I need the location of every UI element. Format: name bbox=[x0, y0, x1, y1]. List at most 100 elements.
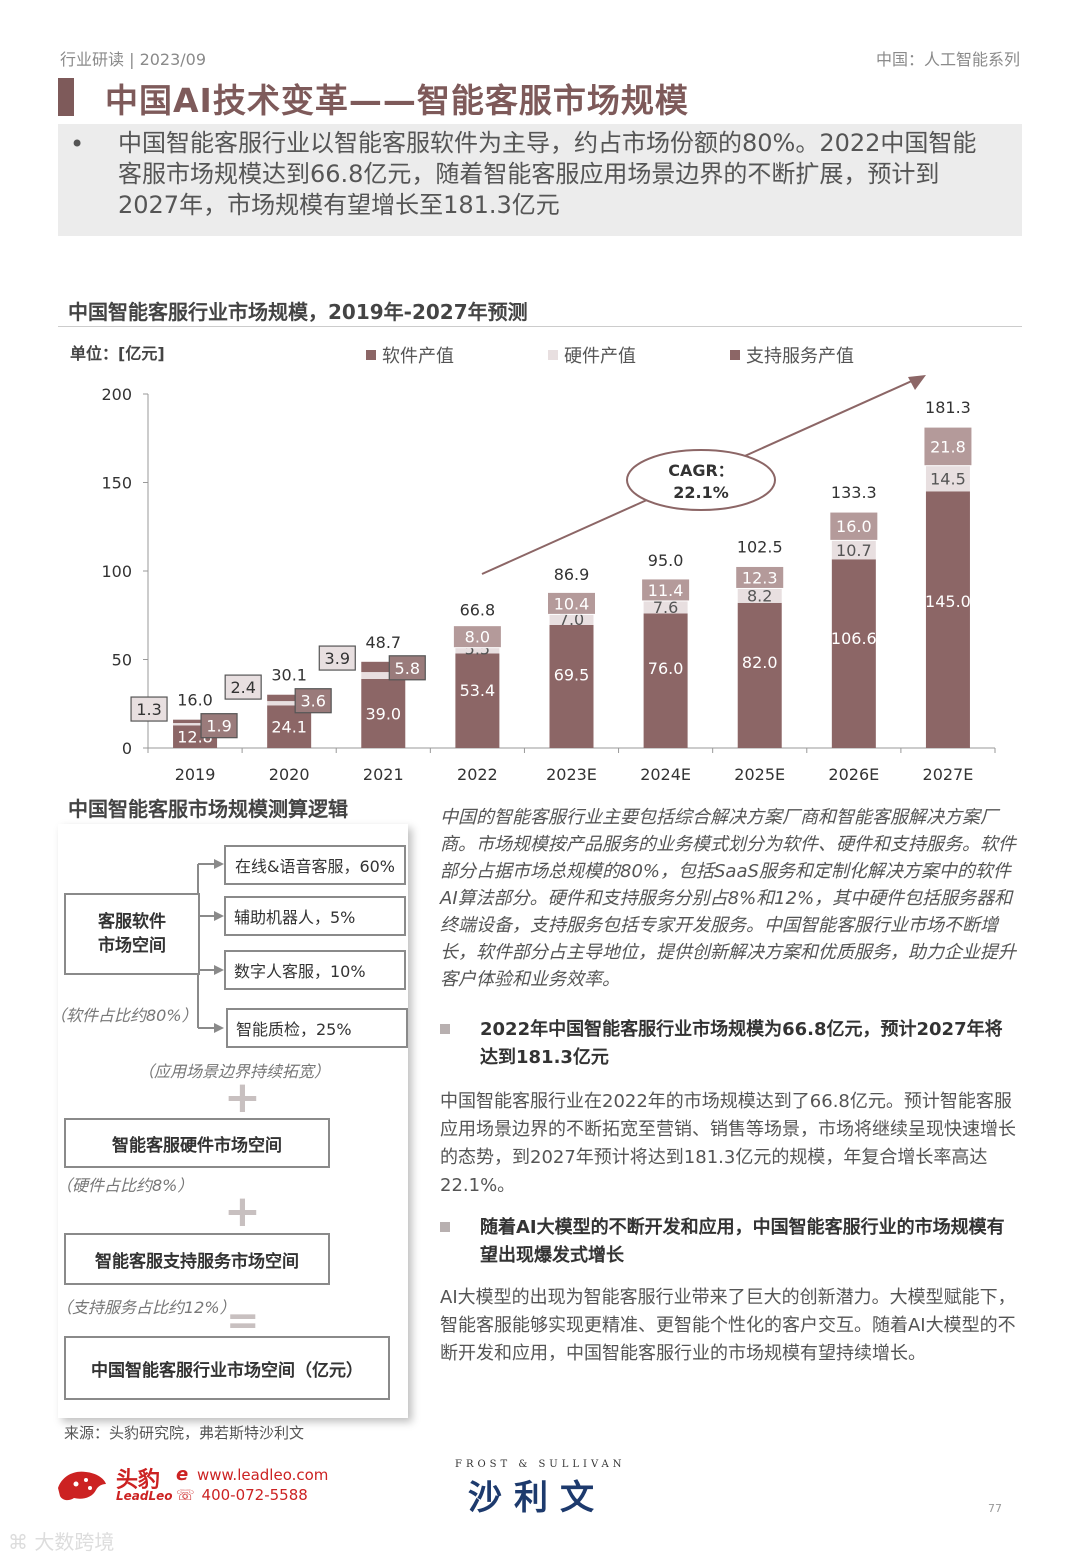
market-intro-text: 中国的智能客服行业主要包括综合解决方案厂商和智能客服解决方案厂商。市场规模按产品… bbox=[440, 807, 1016, 990]
label-service-2024E: 11.4 bbox=[648, 581, 684, 600]
callout-hardware-box-2019 bbox=[130, 696, 168, 722]
legend-software-label: 软件产值 bbox=[382, 346, 454, 367]
section-heading-1: 2022年中国智能客服行业市场规模为66.8亿元，预计2027年将达到181.3… bbox=[480, 1019, 1003, 1068]
label-bg-service-2023E bbox=[547, 591, 596, 615]
y-tick-label: 100 bbox=[101, 562, 132, 581]
scenario-item-quality-check: 智能质检，25% bbox=[226, 1008, 408, 1048]
x-tick-label-2022: 2022 bbox=[457, 765, 498, 784]
callout-hardware-box-2020 bbox=[224, 674, 262, 700]
callout-hardware-box-2021 bbox=[318, 645, 356, 671]
callout-service-box-2019 bbox=[200, 713, 238, 739]
label-software-2022: 53.4 bbox=[460, 681, 496, 700]
page-number: 77 bbox=[988, 1502, 1002, 1515]
bar-hardware-2026E bbox=[831, 540, 876, 560]
legend-service-swatch bbox=[730, 350, 740, 360]
y-tick-label: 50 bbox=[112, 651, 132, 670]
label-service-2020: 3.6 bbox=[300, 692, 325, 711]
summary-bullet: • bbox=[70, 130, 85, 158]
frost-sullivan-cn: 沙利文 bbox=[468, 1478, 606, 1518]
bar-hardware-2021 bbox=[361, 672, 406, 679]
hardware-share-note: （硬件占比约8%） bbox=[56, 1176, 194, 1195]
logic-title: 中国智能客服市场规模测算逻辑 bbox=[68, 797, 348, 821]
globe-icon: e bbox=[176, 1464, 189, 1485]
legend-software-swatch bbox=[366, 350, 376, 360]
label-hardware-2019: 1.3 bbox=[136, 700, 161, 719]
legend-hardware-label: 硬件产值 bbox=[564, 346, 636, 367]
y-tick-label: 0 bbox=[122, 739, 132, 758]
summary-box bbox=[58, 124, 1022, 236]
cagr-value: 22.1% bbox=[673, 483, 729, 502]
brand-name-en: LeadLeo bbox=[116, 1489, 173, 1503]
report-series: 中国：人工智能系列 bbox=[875, 50, 1020, 69]
cagr-label: CAGR： bbox=[668, 461, 734, 480]
x-tick-label-2023E: 2023E bbox=[546, 765, 597, 784]
label-hardware-2025E: 8.2 bbox=[747, 587, 772, 606]
legend-hardware: 硬件产值 bbox=[548, 342, 636, 368]
y-tick-label: 200 bbox=[101, 385, 132, 404]
bar-hardware-2024E bbox=[643, 600, 688, 614]
bar-software-2026E bbox=[831, 559, 876, 748]
website-link[interactable]: www.leadleo.com bbox=[197, 1466, 329, 1484]
section-heading-2: 随着AI大模型的不断开发和应用，中国智能客服行业的市场规模有望出现爆发式增长 bbox=[480, 1217, 1005, 1266]
hardware-market-box: 智能客服硬件市场空间 bbox=[64, 1118, 330, 1168]
label-bg-service-2026E bbox=[829, 511, 879, 541]
bar-hardware-2019 bbox=[173, 723, 218, 726]
label-total-2022: 66.8 bbox=[460, 601, 496, 620]
x-tick-label-2027E: 2027E bbox=[923, 765, 974, 784]
label-service-2021: 5.8 bbox=[395, 659, 420, 678]
bar-service-2019 bbox=[173, 719, 218, 724]
legend-service-label: 支持服务产值 bbox=[746, 346, 854, 367]
label-total-2021: 48.7 bbox=[365, 633, 401, 652]
label-service-2019: 1.9 bbox=[206, 717, 231, 736]
cagr-arrow-head bbox=[908, 375, 926, 390]
chart-divider bbox=[58, 326, 1022, 327]
label-service-2025E: 12.3 bbox=[742, 568, 778, 587]
label-software-2023E: 69.5 bbox=[554, 665, 590, 684]
scenario-item-voice: 在线&语音客服，60% bbox=[224, 845, 406, 885]
bar-software-2023E bbox=[549, 624, 594, 748]
bar-software-2025E bbox=[737, 602, 782, 748]
x-tick-label-2021: 2021 bbox=[363, 765, 404, 784]
frost-sullivan-en: FROST & SULLIVAN bbox=[455, 1459, 626, 1470]
y-tick-label: 150 bbox=[101, 474, 132, 493]
label-software-2024E: 76.0 bbox=[648, 659, 684, 678]
section-bullet-1 bbox=[440, 1024, 450, 1034]
label-total-2024E: 95.0 bbox=[648, 551, 684, 570]
watermark: ⌘ 大数跨境 bbox=[8, 1526, 114, 1555]
label-software-2025E: 82.0 bbox=[742, 653, 778, 672]
x-tick-label-2020: 2020 bbox=[269, 765, 310, 784]
chart-title: 中国智能客服行业市场规模，2019年-2027年预测 bbox=[68, 300, 528, 324]
label-service-2022: 8.0 bbox=[465, 628, 490, 647]
label-total-2025E: 102.5 bbox=[737, 538, 783, 557]
legend-software: 软件产值 bbox=[366, 342, 454, 368]
bar-software-2021 bbox=[361, 678, 406, 748]
watermark-text: 大数跨境 bbox=[34, 1530, 115, 1554]
bar-software-2024E bbox=[643, 613, 688, 748]
label-hardware-2027E: 14.5 bbox=[930, 470, 966, 489]
website-row: e www.leadleo.com bbox=[176, 1464, 328, 1485]
summary-text: 中国智能客服行业以智能客服软件为主导，约占市场份额的80%。2022中国智能客服… bbox=[118, 129, 977, 219]
legend-hardware-swatch bbox=[548, 350, 558, 360]
label-hardware-2021: 3.9 bbox=[325, 649, 350, 668]
report-category: 行业研读 | 2023/09 bbox=[60, 50, 207, 69]
label-bg-service-2024E bbox=[641, 578, 691, 602]
scenario-note: （应用场景边界持续拓宽） bbox=[138, 1062, 331, 1081]
bar-hardware-2020 bbox=[267, 701, 312, 706]
bar-service-2020 bbox=[267, 694, 312, 702]
label-service-2027E: 21.8 bbox=[930, 437, 966, 456]
chart-unit-label: 单位：[亿元] bbox=[70, 344, 165, 363]
scenario-item-digital-human: 数字人客服，10% bbox=[224, 950, 406, 990]
x-tick-label-2024E: 2024E bbox=[640, 765, 691, 784]
title-accent-bar bbox=[58, 78, 74, 116]
label-software-2021: 39.0 bbox=[365, 704, 401, 723]
callout-service-box-2020 bbox=[294, 688, 332, 714]
phone-icon: ☏ bbox=[176, 1486, 195, 1504]
plus-sign-2: + bbox=[224, 1186, 261, 1237]
x-tick-label-2025E: 2025E bbox=[734, 765, 785, 784]
label-hardware-2020: 2.4 bbox=[230, 678, 255, 697]
phone-number: 400-072-5588 bbox=[201, 1486, 308, 1504]
label-bg-service-2022 bbox=[452, 625, 502, 649]
label-bg-service-2025E bbox=[735, 565, 785, 589]
bar-hardware-2025E bbox=[737, 588, 782, 603]
bar-hardware-2023E bbox=[549, 612, 594, 625]
